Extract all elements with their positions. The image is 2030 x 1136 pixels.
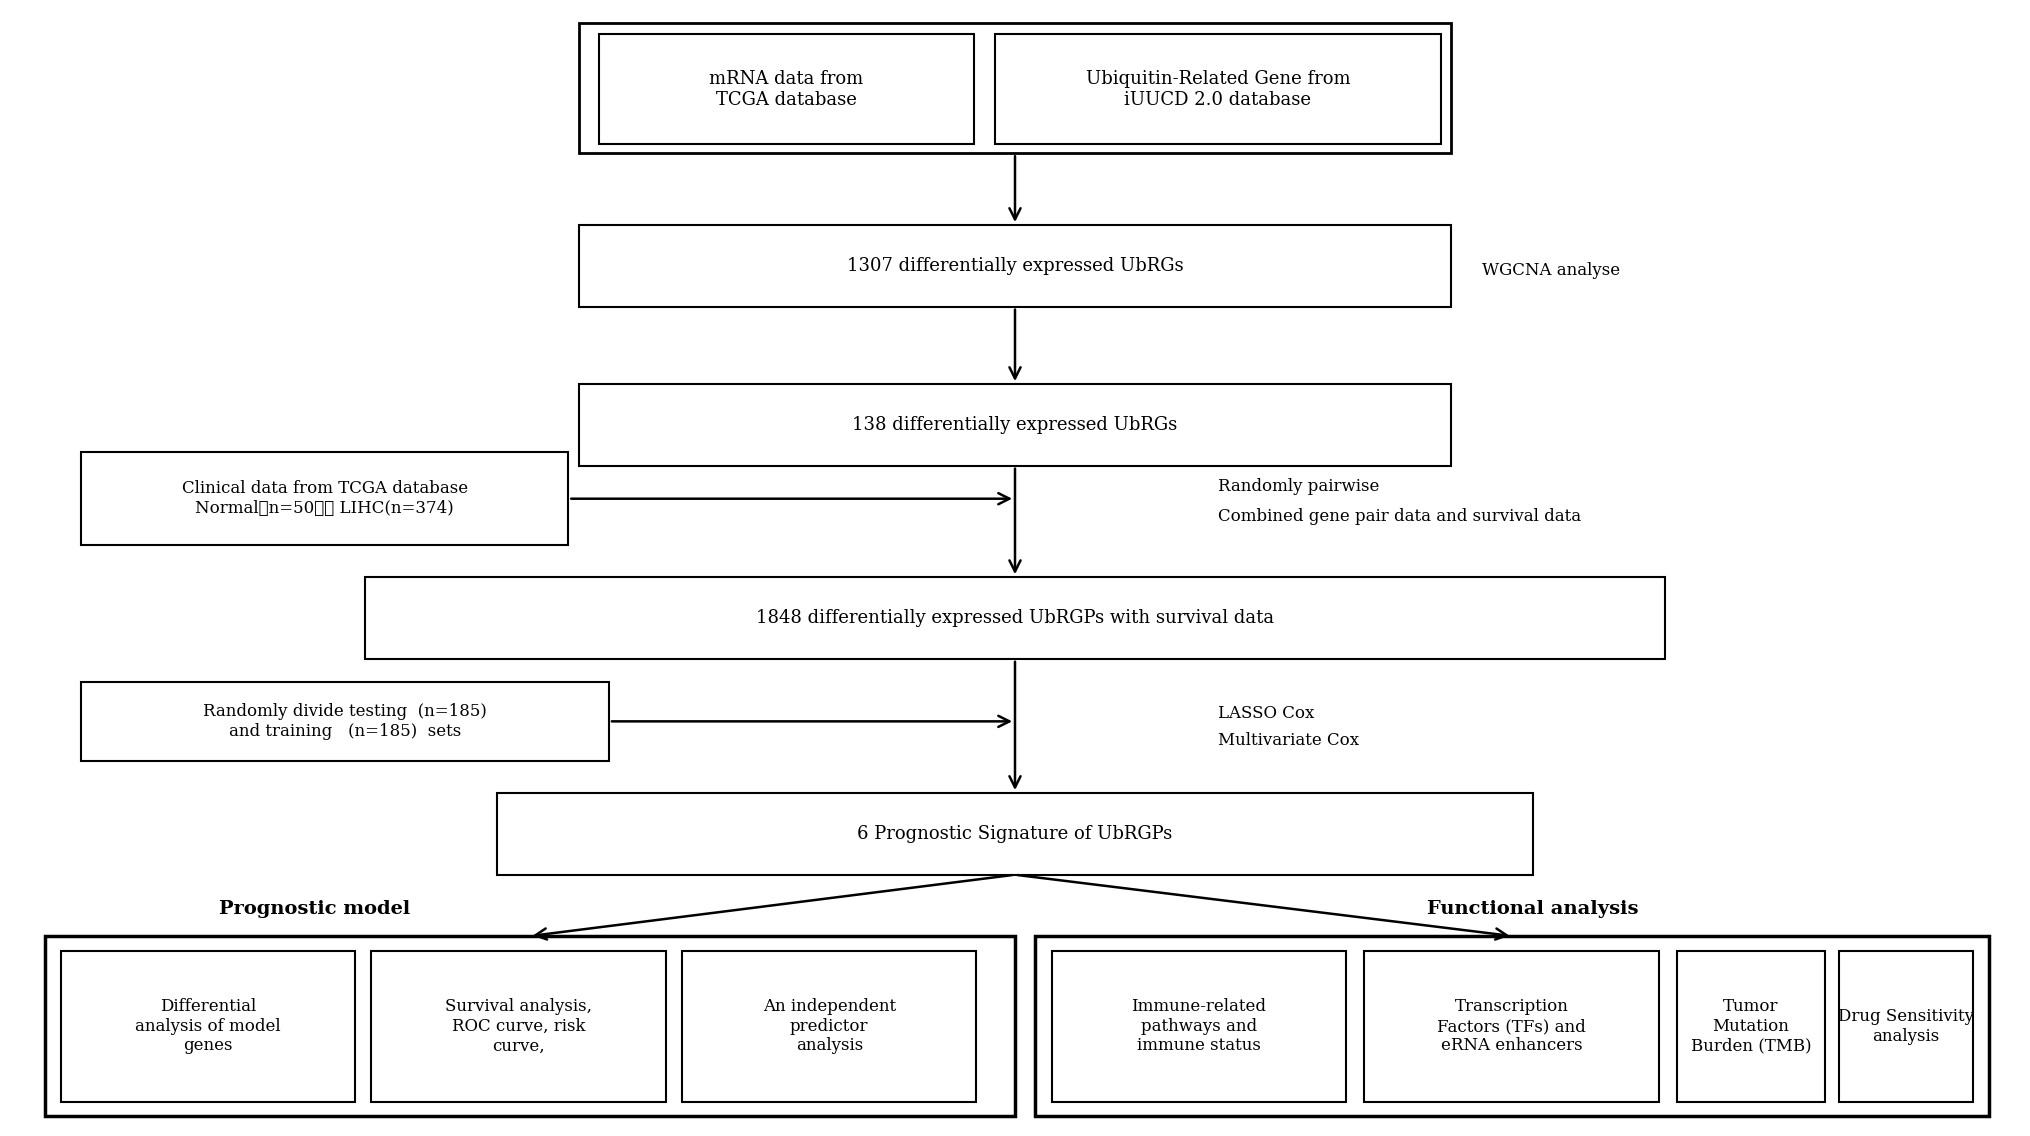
FancyBboxPatch shape	[1364, 951, 1659, 1102]
Text: Ubiquitin-Related Gene from
iUUCD 2.0 database: Ubiquitin-Related Gene from iUUCD 2.0 da…	[1086, 69, 1350, 109]
FancyBboxPatch shape	[45, 936, 1015, 1116]
Text: Immune-related
pathways and
immune status: Immune-related pathways and immune statu…	[1131, 999, 1267, 1054]
FancyBboxPatch shape	[579, 23, 1451, 153]
Text: 1307 differentially expressed UbRGs: 1307 differentially expressed UbRGs	[847, 257, 1183, 275]
Text: Tumor
Mutation
Burden (TMB): Tumor Mutation Burden (TMB)	[1691, 999, 1811, 1054]
FancyBboxPatch shape	[371, 951, 666, 1102]
FancyBboxPatch shape	[599, 34, 974, 144]
Text: Drug Sensitivity
analysis: Drug Sensitivity analysis	[1839, 1008, 1973, 1045]
Text: Multivariate Cox: Multivariate Cox	[1218, 733, 1360, 749]
FancyBboxPatch shape	[81, 452, 568, 545]
FancyBboxPatch shape	[365, 577, 1665, 659]
FancyBboxPatch shape	[1677, 951, 1825, 1102]
FancyBboxPatch shape	[579, 225, 1451, 307]
Text: Transcription
Factors (TFs) and
eRNA enhancers: Transcription Factors (TFs) and eRNA enh…	[1437, 999, 1585, 1054]
Text: Differential
analysis of model
genes: Differential analysis of model genes	[136, 999, 280, 1054]
Text: Prognostic model: Prognostic model	[219, 900, 410, 918]
FancyBboxPatch shape	[61, 951, 355, 1102]
Text: 1848 differentially expressed UbRGPs with survival data: 1848 differentially expressed UbRGPs wit…	[755, 609, 1275, 627]
Text: WGCNA analyse: WGCNA analyse	[1482, 262, 1620, 278]
Text: Survival analysis,
ROC curve, risk
curve,: Survival analysis, ROC curve, risk curve…	[445, 999, 593, 1054]
FancyBboxPatch shape	[1839, 951, 1973, 1102]
Text: LASSO Cox: LASSO Cox	[1218, 705, 1313, 721]
Text: Combined gene pair data and survival data: Combined gene pair data and survival dat…	[1218, 509, 1581, 525]
Text: 138 differentially expressed UbRGs: 138 differentially expressed UbRGs	[853, 416, 1177, 434]
Text: 6 Prognostic Signature of UbRGPs: 6 Prognostic Signature of UbRGPs	[857, 825, 1173, 843]
Text: An independent
predictor
analysis: An independent predictor analysis	[763, 999, 895, 1054]
Text: Functional analysis: Functional analysis	[1427, 900, 1638, 918]
FancyBboxPatch shape	[81, 682, 609, 761]
FancyBboxPatch shape	[995, 34, 1441, 144]
FancyBboxPatch shape	[1052, 951, 1346, 1102]
FancyBboxPatch shape	[682, 951, 976, 1102]
Text: mRNA data from
TCGA database: mRNA data from TCGA database	[710, 69, 863, 109]
FancyBboxPatch shape	[497, 793, 1533, 875]
Text: Clinical data from TCGA database
Normal（n=50）； LIHC(n=374): Clinical data from TCGA database Normal（…	[183, 481, 467, 517]
FancyBboxPatch shape	[579, 384, 1451, 466]
FancyBboxPatch shape	[1035, 936, 1989, 1116]
Text: Randomly divide testing  (n=185)
and training   (n=185)  sets: Randomly divide testing (n=185) and trai…	[203, 703, 487, 740]
Text: Randomly pairwise: Randomly pairwise	[1218, 478, 1378, 494]
